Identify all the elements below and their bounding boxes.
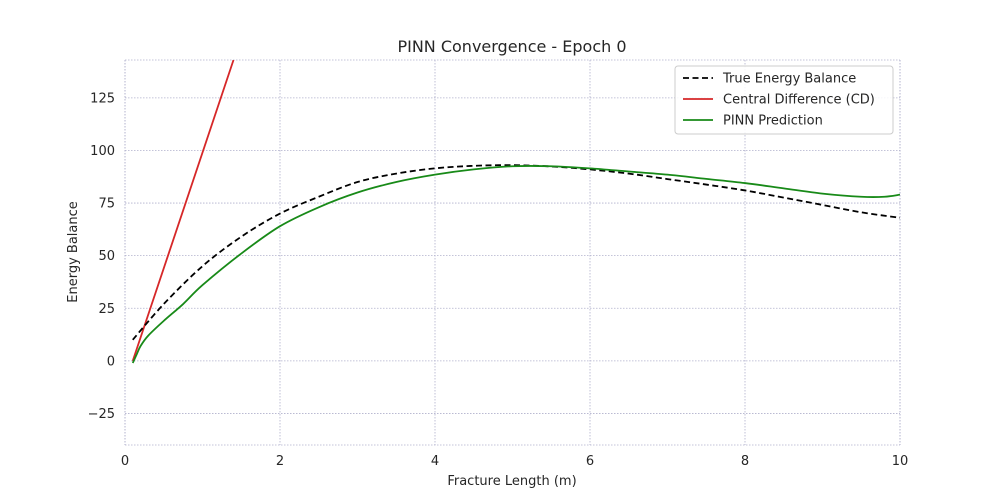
- x-tick-label-1: 2: [276, 454, 284, 469]
- legend: True Energy Balance Central Difference (C…: [674, 65, 894, 135]
- legend-box: [674, 65, 894, 135]
- series-layer: [131, 60, 900, 364]
- chart-title: PINN Convergence - Epoch 0: [397, 37, 626, 56]
- y-tick-label-0: −25: [88, 407, 115, 422]
- y-tick-label-1: 0: [107, 354, 115, 369]
- y-tick-label-3: 50: [98, 249, 115, 264]
- x-tick-label-0: 0: [121, 454, 129, 469]
- legend-label-0: True Energy Balance: [722, 72, 856, 87]
- legend-label-1: Central Difference (CD): [723, 93, 875, 108]
- legend-label-2: PINN Prediction: [723, 114, 823, 129]
- ticks: 0 2 4 6 8 10 −25 0 25 50 75 100 125: [88, 91, 909, 469]
- y-tick-label-4: 75: [98, 197, 115, 212]
- series-line-1: [131, 60, 235, 362]
- x-tick-label-5: 10: [892, 454, 909, 469]
- y-tick-label-6: 125: [90, 91, 115, 106]
- y-axis-label: Energy Balance: [66, 201, 81, 303]
- series-line-0: [132, 164, 900, 341]
- y-tick-label-2: 25: [98, 302, 115, 317]
- x-tick-label-2: 4: [431, 454, 439, 469]
- x-tick-label-3: 6: [586, 454, 594, 469]
- grid: [124, 59, 901, 446]
- x-axis-label: Fracture Length (m): [447, 474, 576, 489]
- series-line-2: [131, 165, 900, 364]
- y-tick-label-5: 100: [90, 144, 115, 159]
- x-tick-label-4: 8: [741, 454, 749, 469]
